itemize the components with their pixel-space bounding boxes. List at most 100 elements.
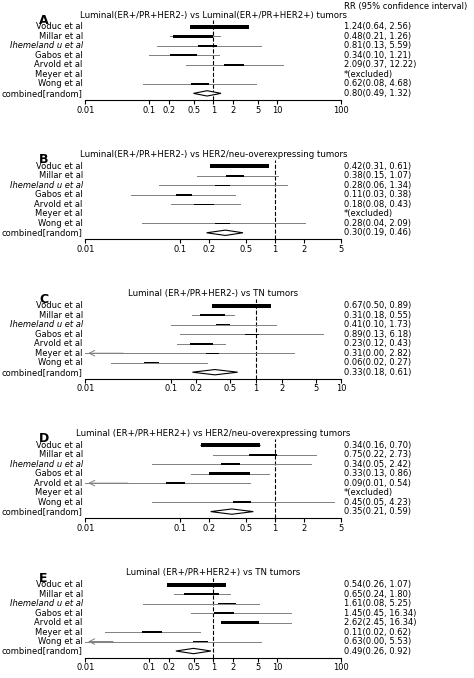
Text: Meyer et al: Meyer et al [35,628,83,637]
Text: Meyer et al: Meyer et al [35,348,83,358]
Text: combined[random]: combined[random] [2,89,83,98]
Text: 0.35(0.21, 0.59): 0.35(0.21, 0.59) [344,507,411,516]
Text: 0.33(0.13, 0.86): 0.33(0.13, 0.86) [344,469,411,478]
Text: 2.09(0.37, 12.22): 2.09(0.37, 12.22) [344,60,416,69]
Bar [233,502,251,503]
Title: Luminal (ER+/PR+HER2+) vs TN tumors: Luminal (ER+/PR+HER2+) vs TN tumors [126,568,301,577]
Text: combined[random]: combined[random] [2,507,83,516]
Text: Gabos et al: Gabos et al [35,469,83,478]
Text: Voduc et al: Voduc et al [36,441,83,450]
Text: 1.24(0.64, 2.56): 1.24(0.64, 2.56) [344,22,411,31]
Text: 0.75(0.22, 2.73): 0.75(0.22, 2.73) [344,450,411,459]
Text: 2.62(2.45, 16.34): 2.62(2.45, 16.34) [344,618,416,627]
Text: C: C [39,293,48,306]
Bar [214,612,234,614]
Title: Luminal (ER+/PR+HER2+) vs HER2/neu-overexpressing tumors: Luminal (ER+/PR+HER2+) vs HER2/neu-overe… [76,428,350,438]
Text: 0.28(0.06, 1.34): 0.28(0.06, 1.34) [344,181,411,190]
Text: Arvold et al: Arvold et al [35,200,83,209]
Bar [193,641,208,642]
Text: Meyer et al: Meyer et al [35,210,83,218]
Text: combined[random]: combined[random] [2,647,83,656]
Bar [249,454,277,456]
Title: Luminal (ER+/PR+HER2-) vs TN tumors: Luminal (ER+/PR+HER2-) vs TN tumors [128,290,298,298]
Text: Meyer et al: Meyer et al [35,70,83,79]
Bar [245,334,258,335]
Text: Meyer et al: Meyer et al [35,488,83,497]
Bar [216,222,229,224]
Title: Luminal(ER+/PR+HER2-) vs HER2/neu-overexpressing tumors: Luminal(ER+/PR+HER2-) vs HER2/neu-overex… [80,150,347,159]
Text: Wong et al: Wong et al [38,79,83,88]
Text: 0.67(0.50, 0.89): 0.67(0.50, 0.89) [344,301,411,311]
Text: 0.38(0.15, 1.07): 0.38(0.15, 1.07) [344,172,411,180]
Text: 0.06(0.02, 0.27): 0.06(0.02, 0.27) [344,358,411,367]
Polygon shape [176,648,211,654]
Text: A: A [39,14,49,27]
Text: *(excluded): *(excluded) [344,70,393,79]
Bar [212,304,271,308]
Text: Arvold et al: Arvold et al [35,479,83,487]
Text: 0.31(0.18, 0.55): 0.31(0.18, 0.55) [344,311,411,320]
Bar [200,315,225,316]
Text: 0.11(0.02, 0.62): 0.11(0.02, 0.62) [344,628,411,637]
Text: combined[random]: combined[random] [2,367,83,377]
Text: Ihemeland u et al: Ihemeland u et al [9,181,83,190]
Text: *(excluded): *(excluded) [344,488,393,497]
Text: 0.30(0.19, 0.46): 0.30(0.19, 0.46) [344,228,411,237]
Text: 0.18(0.08, 0.43): 0.18(0.08, 0.43) [344,200,411,209]
Bar [191,83,209,85]
Bar [167,582,226,586]
Bar [191,343,213,344]
Text: Arvold et al: Arvold et al [35,339,83,348]
Text: 0.81(0.13, 5.59): 0.81(0.13, 5.59) [344,41,411,50]
Text: 0.34(0.05, 2.42): 0.34(0.05, 2.42) [344,460,411,468]
Text: Wong et al: Wong et al [38,637,83,646]
Text: Ihemeland u et al: Ihemeland u et al [9,460,83,468]
Text: D: D [39,432,49,445]
Text: *(excluded): *(excluded) [344,210,393,218]
Text: 0.34(0.10, 1.21): 0.34(0.10, 1.21) [344,51,411,60]
Text: B: B [39,153,49,166]
Text: 0.49(0.26, 0.92): 0.49(0.26, 0.92) [344,647,411,656]
Text: Voduc et al: Voduc et al [36,301,83,311]
Polygon shape [192,370,237,375]
Bar [209,473,250,475]
Bar [194,203,215,205]
Text: Ihemeland u et al: Ihemeland u et al [9,599,83,608]
Text: 0.33(0.18, 0.61): 0.33(0.18, 0.61) [344,367,411,377]
Bar [218,603,236,604]
Bar [142,631,162,633]
Text: Arvold et al: Arvold et al [35,60,83,69]
Text: 0.89(0.13, 6.18): 0.89(0.13, 6.18) [344,330,411,339]
Text: 0.42(0.31, 0.61): 0.42(0.31, 0.61) [344,162,411,171]
Bar [173,35,213,38]
Text: Gabos et al: Gabos et al [35,330,83,339]
Text: Gabos et al: Gabos et al [35,191,83,199]
Bar [198,45,217,47]
Text: combined[random]: combined[random] [2,228,83,237]
Bar [215,184,230,186]
Bar [226,175,244,176]
Bar [216,324,230,325]
Text: Gabos et al: Gabos et al [35,609,83,618]
Bar [166,483,185,484]
Text: Wong et al: Wong et al [38,358,83,367]
Text: Wong et al: Wong et al [38,498,83,506]
Text: 0.54(0.26, 1.07): 0.54(0.26, 1.07) [344,580,411,589]
Text: 0.45(0.05, 4.23): 0.45(0.05, 4.23) [344,498,411,506]
Text: Millar et al: Millar et al [38,590,83,599]
Text: 0.23(0.12, 0.43): 0.23(0.12, 0.43) [344,339,411,348]
Text: RR (95% confidence interval): RR (95% confidence interval) [344,2,467,11]
Text: 0.62(0.08, 4.68): 0.62(0.08, 4.68) [344,79,411,88]
Text: Ihemeland u et al: Ihemeland u et al [9,41,83,50]
Bar [221,464,240,465]
Bar [206,353,219,354]
Text: 0.34(0.16, 0.70): 0.34(0.16, 0.70) [344,441,411,450]
Bar [201,443,260,447]
Text: 1.45(0.45, 16.34): 1.45(0.45, 16.34) [344,609,416,618]
Text: Wong et al: Wong et al [38,219,83,228]
Text: 0.28(0.04, 2.09): 0.28(0.04, 2.09) [344,219,411,228]
Polygon shape [207,230,243,235]
Bar [221,621,259,624]
Text: Gabos et al: Gabos et al [35,51,83,60]
Polygon shape [211,509,253,514]
